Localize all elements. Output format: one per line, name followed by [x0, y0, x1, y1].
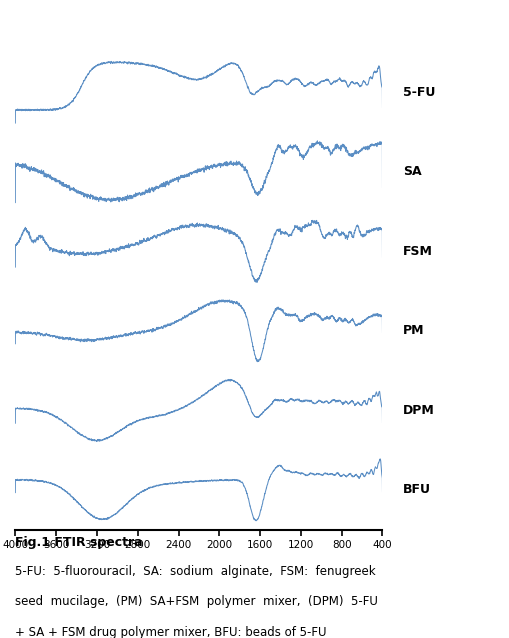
Text: 5-FU:  5-fluorouracil,  SA:  sodium  alginate,  FSM:  fenugreek: 5-FU: 5-fluorouracil, SA: sodium alginat… [15, 565, 375, 577]
Text: DPM: DPM [402, 404, 434, 417]
Text: FSM: FSM [402, 245, 432, 258]
Text: Fig.1 FTIR spectra: Fig.1 FTIR spectra [15, 536, 143, 549]
Text: BFU: BFU [402, 484, 430, 496]
Text: seed  mucilage,  (PM)  SA+FSM  polymer  mixer,  (DPM)  5-FU: seed mucilage, (PM) SA+FSM polymer mixer… [15, 595, 378, 608]
Text: + SA + FSM drug polymer mixer, BFU: beads of 5-FU: + SA + FSM drug polymer mixer, BFU: bead… [15, 626, 326, 638]
Text: 5-FU: 5-FU [402, 85, 434, 99]
Text: PM: PM [402, 324, 423, 338]
Text: SA: SA [402, 165, 421, 178]
